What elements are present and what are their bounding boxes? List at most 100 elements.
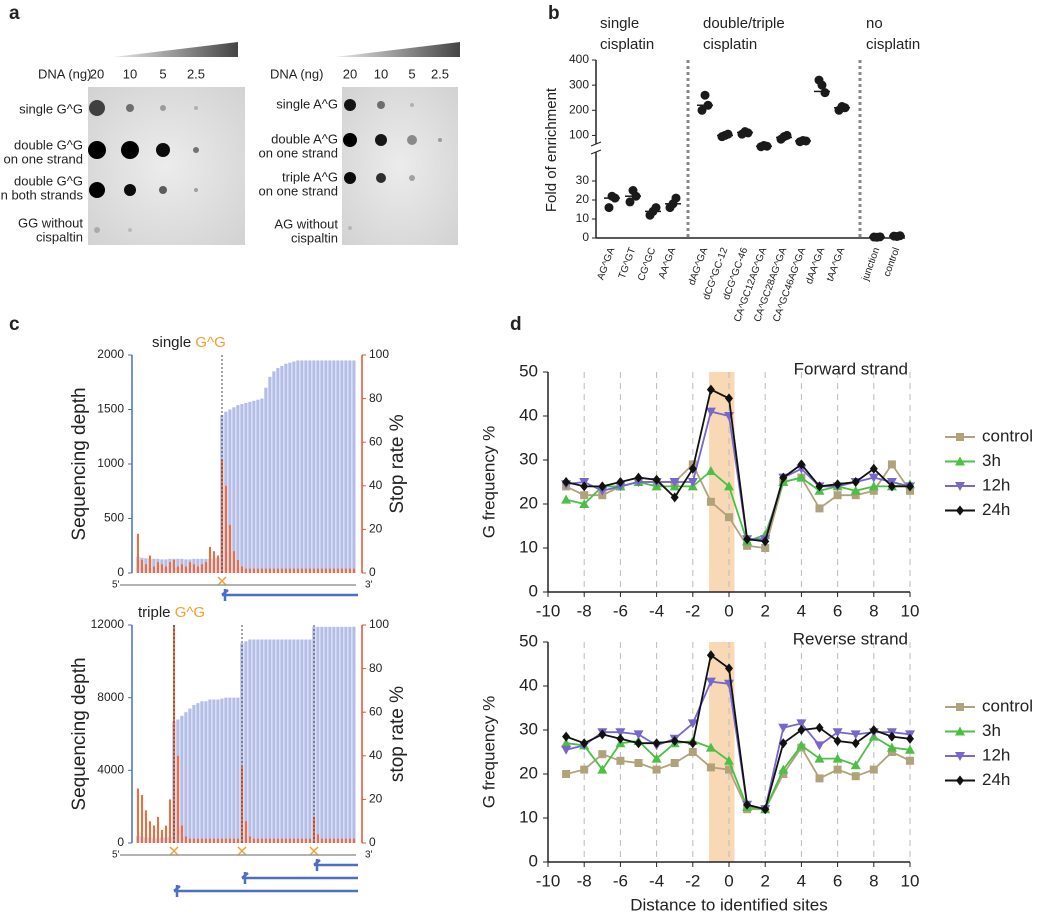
group-label: cisplatin [703, 36, 757, 53]
data-point [869, 765, 878, 774]
stop-bar [225, 838, 227, 843]
data-point [706, 497, 715, 506]
depth-bar [268, 376, 272, 573]
y-tick-label: 20 [519, 763, 538, 782]
row-label: on one strand [258, 183, 338, 198]
legend-marker [955, 456, 965, 466]
y-tick-label: 100 [569, 128, 589, 142]
y-axis-label: Fold of enrichment [543, 87, 560, 212]
stop-bar [145, 810, 147, 843]
stop-bar [149, 555, 151, 573]
y2-tick-label: 0 [369, 565, 376, 579]
chart-title: Reverse strand [793, 629, 908, 648]
stop-bar [293, 838, 295, 843]
stop-bar [241, 566, 243, 573]
stop-bar [277, 838, 279, 843]
panel-label: a [9, 3, 20, 24]
row-label: double G^G [14, 137, 83, 152]
row-label: double A^G [271, 131, 338, 146]
stop-bar [225, 485, 227, 573]
y-tick-label: 200 [569, 102, 589, 116]
depth-bar [244, 641, 248, 843]
data-point [633, 730, 644, 740]
y-tick-label: 30 [519, 719, 538, 738]
amount-label: 2.5 [431, 66, 449, 81]
stop-bar [249, 568, 251, 573]
legend-label: 24h [982, 500, 1010, 519]
legend-label: control [982, 696, 1033, 715]
stop-bar [165, 566, 167, 573]
y-tick-label: 1000 [97, 456, 124, 470]
depth-bar [316, 360, 320, 573]
y-tick-label: 40 [519, 405, 538, 424]
depth-bar [336, 626, 340, 843]
data-point [562, 731, 571, 742]
title-text: single [152, 334, 195, 351]
data-point [815, 481, 824, 492]
row-label: cispaltin [291, 230, 338, 245]
depth-bar [344, 626, 348, 843]
axis-break [590, 141, 602, 147]
data-point [651, 753, 662, 763]
y2-axis-label: stop rate % [387, 686, 408, 782]
stop-bar [141, 795, 143, 843]
stop-bar [281, 838, 283, 843]
data-point [833, 479, 842, 490]
stop-bar [313, 568, 315, 573]
x-tick-label: -8 [577, 601, 592, 620]
blot-dot [409, 175, 415, 181]
x-tick-label: -10 [536, 601, 561, 620]
row-label: double G^G [14, 173, 83, 188]
stop-bar [349, 568, 351, 573]
legend-label: 12h [982, 745, 1010, 764]
depth-bar [296, 360, 300, 573]
legend-label: 24h [982, 770, 1010, 789]
data-point [651, 203, 661, 213]
data-point [616, 477, 625, 487]
depth-bar [304, 360, 308, 573]
data-point [797, 725, 806, 735]
data-point [743, 799, 752, 810]
depth-bar [352, 360, 356, 573]
blot-dot [377, 101, 385, 109]
legend-marker [956, 505, 964, 516]
data-point [616, 733, 625, 744]
data-point [814, 753, 825, 763]
wedge-label: DNA (ng) [270, 66, 323, 81]
data-point [850, 485, 861, 495]
stop-bar [237, 838, 239, 843]
read-arrow [313, 859, 358, 871]
read-arrow [221, 589, 358, 601]
depth-bar [252, 400, 256, 573]
data-point [887, 481, 896, 492]
stop-bar [221, 838, 223, 843]
data-point [598, 750, 607, 759]
y-tick-label: 20 [519, 493, 538, 512]
data-point [625, 197, 635, 207]
series-line [565, 735, 911, 811]
data-point [697, 105, 707, 115]
depth-bar [240, 643, 244, 843]
stop-bar [329, 838, 331, 843]
data-point [778, 764, 789, 774]
data-point [832, 728, 843, 738]
data-point [580, 765, 589, 774]
blot-dot [376, 173, 386, 183]
data-point [652, 738, 661, 749]
y2-tick-label: 60 [369, 434, 383, 448]
strand-end: 3' [365, 850, 373, 861]
stop-bar [289, 838, 291, 843]
y-tick-label: 12000 [91, 617, 125, 631]
data-point [688, 463, 697, 474]
blot-dot [407, 135, 417, 145]
stop-bar [269, 838, 271, 843]
depth-bar [184, 559, 188, 573]
stop-bar [141, 559, 143, 573]
data-point [579, 499, 590, 508]
group-label: no [866, 15, 883, 32]
stop-bar [293, 568, 295, 573]
depth-bar [208, 699, 212, 843]
data-point [670, 492, 679, 503]
row-label: on both strands [0, 187, 83, 202]
wedge [335, 42, 460, 57]
